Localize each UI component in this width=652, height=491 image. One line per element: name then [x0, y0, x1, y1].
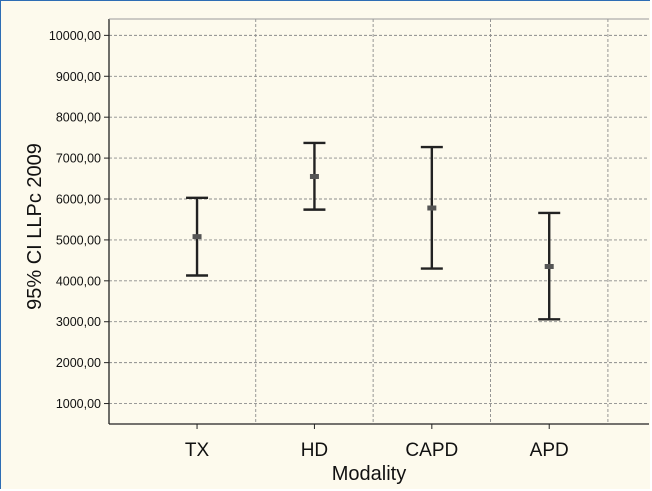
mean-marker	[427, 205, 437, 211]
y-tick-label: 3000,00	[56, 315, 101, 329]
y-tick-label: 4000,00	[56, 274, 101, 288]
error-bar-capd	[420, 145, 443, 270]
y-tick-label: 6000,00	[56, 193, 101, 207]
x-tick-label: APD	[530, 440, 569, 461]
y-tick-label: 1000,00	[56, 397, 101, 411]
error-bar-hd	[303, 141, 326, 211]
y-axis-title: 95% CI LLPc 2009	[24, 143, 46, 310]
y-tick-label: 5000,00	[56, 233, 101, 247]
x-axis-title: Modality	[332, 463, 406, 485]
mean-marker	[544, 264, 554, 269]
y-tick-label: 9000,00	[56, 70, 101, 84]
error-bar-tx	[186, 196, 209, 277]
x-tick-labels: TX HD CAPD APD	[185, 440, 569, 461]
y-tick-label: 2000,00	[56, 356, 101, 370]
axis-layer	[108, 18, 649, 425]
error-bar-apd	[538, 211, 561, 321]
x-tick-label: TX	[185, 440, 210, 461]
y-tick-label: 7000,00	[56, 152, 101, 166]
mean-marker	[309, 174, 319, 179]
grid-layer	[104, 19, 649, 429]
y-tick-label: 8000,00	[56, 111, 101, 125]
x-tick-label: CAPD	[405, 440, 458, 461]
x-tick-label: HD	[301, 440, 328, 461]
y-tick-labels: 1000,00 2000,00 3000,00 4000,00 5000,00 6000,…	[49, 29, 101, 411]
error-bars	[186, 141, 561, 321]
mean-marker	[192, 234, 202, 240]
y-tick-label: 10000,00	[49, 29, 101, 43]
